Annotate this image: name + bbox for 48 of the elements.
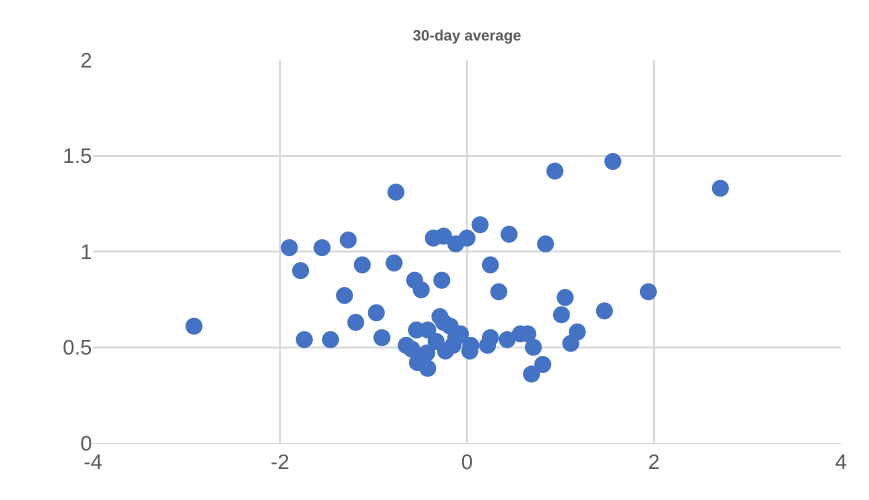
point bbox=[712, 180, 729, 197]
point bbox=[546, 162, 564, 180]
point bbox=[435, 228, 452, 245]
point bbox=[387, 184, 404, 201]
point bbox=[604, 153, 622, 170]
point bbox=[552, 306, 570, 324]
point bbox=[482, 256, 499, 274]
point bbox=[562, 334, 580, 352]
point bbox=[185, 318, 202, 335]
point bbox=[296, 331, 313, 348]
x-tick-label: -2 bbox=[270, 451, 290, 474]
point bbox=[523, 366, 540, 383]
point bbox=[419, 360, 436, 377]
chart-title: 30-day average bbox=[412, 27, 522, 44]
point bbox=[556, 288, 574, 306]
x-tick-label: 2 bbox=[648, 451, 660, 474]
point bbox=[534, 356, 552, 373]
point bbox=[524, 338, 542, 356]
point bbox=[340, 232, 357, 248]
point bbox=[368, 304, 385, 322]
point bbox=[498, 331, 516, 348]
y-tick-label: 1 bbox=[80, 240, 92, 264]
point bbox=[280, 239, 298, 256]
point bbox=[403, 340, 420, 358]
point bbox=[640, 283, 657, 300]
point bbox=[435, 314, 452, 331]
point bbox=[458, 230, 476, 247]
y-tick-label: 2 bbox=[80, 49, 92, 72]
point bbox=[314, 239, 331, 256]
point bbox=[537, 235, 554, 252]
point bbox=[354, 256, 371, 274]
point bbox=[472, 216, 489, 234]
point bbox=[433, 272, 450, 289]
point bbox=[490, 283, 508, 300]
point bbox=[373, 329, 390, 346]
point bbox=[500, 226, 518, 243]
point bbox=[418, 344, 436, 362]
point bbox=[596, 302, 613, 320]
point bbox=[347, 314, 364, 331]
point bbox=[322, 331, 339, 348]
x-tick-label: 4 bbox=[835, 451, 848, 474]
x-tick-label: 0 bbox=[461, 451, 473, 474]
point bbox=[386, 254, 403, 272]
point bbox=[412, 281, 430, 298]
point bbox=[336, 287, 354, 304]
y-tick-label: 1.5 bbox=[62, 145, 92, 168]
point bbox=[292, 262, 310, 280]
y-tick-label: 0.5 bbox=[62, 336, 92, 360]
